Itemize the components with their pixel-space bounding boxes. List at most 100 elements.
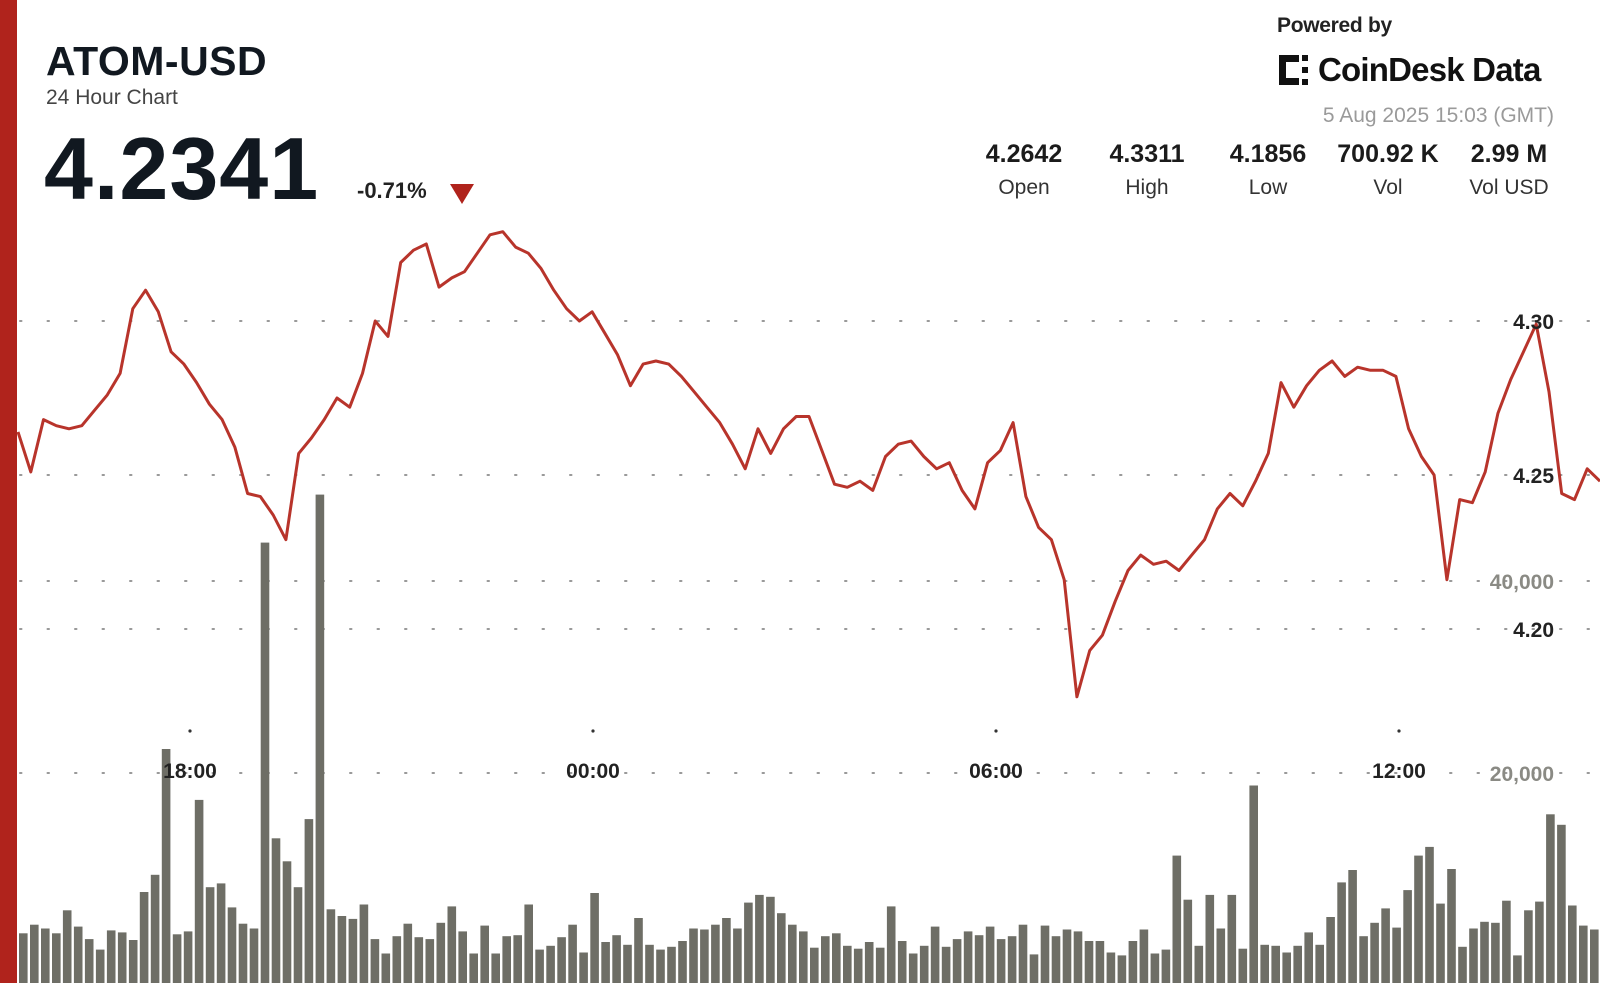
x-tick-mark	[591, 729, 595, 733]
current-price: 4.2341	[44, 119, 320, 218]
volume-bar	[853, 948, 863, 983]
volume-bar	[62, 910, 72, 983]
price-tick-label: 4.25	[1513, 465, 1554, 488]
volume-bar	[1161, 949, 1171, 983]
volume-bar	[843, 945, 852, 983]
x-tick-label: 06:00	[969, 760, 1023, 783]
volume-bar	[1073, 931, 1083, 983]
volume-bar	[919, 945, 929, 983]
volume-bar	[711, 924, 720, 983]
volume-bar	[974, 935, 984, 983]
stat-vol-usd: 2.99 M Vol USD	[1449, 140, 1569, 200]
volume-bar	[1282, 952, 1291, 983]
volume-bar	[689, 928, 698, 983]
stat-label: Low	[1248, 176, 1288, 199]
volume-bar	[1590, 929, 1599, 983]
volume-bar	[216, 883, 226, 983]
chart-subtitle: 24 Hour Chart	[46, 86, 178, 109]
volume-bar	[634, 918, 643, 983]
volume-bar	[601, 942, 610, 983]
price-area	[18, 231, 1600, 983]
volume-bar	[1271, 945, 1280, 983]
volume-bar	[1436, 903, 1445, 983]
volume-tick-label: 20,000	[1490, 763, 1554, 786]
volume-bar	[1326, 917, 1335, 983]
volume-bar	[1392, 927, 1401, 983]
volume-bar	[1458, 946, 1467, 983]
volume-bar	[106, 930, 116, 983]
volume-bar	[1381, 908, 1390, 983]
x-tick-mark	[188, 729, 192, 733]
volume-bar	[128, 940, 138, 983]
stat-vol: 700.92 K Vol	[1328, 140, 1448, 200]
volume-bar	[403, 923, 413, 983]
price-tick-label: 4.30	[1513, 311, 1554, 334]
volume-bar	[799, 931, 808, 983]
volume-bar	[293, 887, 303, 983]
volume-bar	[667, 946, 676, 983]
volume-bar	[678, 941, 687, 983]
volume-tick-label: 40,000	[1490, 571, 1554, 594]
volume-bar	[535, 949, 544, 983]
powered-by-label: Powered by	[1277, 14, 1392, 37]
volume-bar	[1183, 899, 1193, 983]
volume-bar	[579, 952, 588, 983]
volume-bar	[480, 925, 489, 983]
volume-bar	[1106, 952, 1116, 983]
volume-bar	[52, 933, 61, 983]
volume-bar	[392, 936, 402, 983]
down-arrow-icon	[450, 184, 474, 204]
volume-bar	[557, 937, 566, 983]
volume-bar	[1546, 814, 1555, 983]
brand-name: CoinDesk Data	[1318, 51, 1541, 88]
volume-bar	[1524, 910, 1533, 983]
volume-bar	[260, 542, 270, 983]
volume-bar	[271, 838, 281, 983]
coindesk-logo: CoinDesk Data	[1276, 50, 1541, 90]
volume-bar	[1029, 954, 1039, 983]
x-tick-mark	[1397, 729, 1401, 733]
volume-bar	[436, 922, 446, 983]
volume-bar	[623, 944, 632, 983]
volume-bar	[194, 799, 204, 983]
volume-bar	[150, 874, 160, 983]
volume-bar	[788, 924, 797, 983]
volume-bar	[41, 928, 50, 983]
volume-bar	[1370, 922, 1379, 983]
stat-open: 4.2642 Open	[964, 140, 1084, 200]
volume-bar	[1304, 932, 1313, 983]
volume-bar	[722, 918, 731, 983]
volume-bar	[1425, 846, 1434, 983]
volume-bar	[1359, 936, 1368, 983]
volume-bar	[985, 926, 995, 983]
volume-bar	[1557, 824, 1566, 983]
volume-bar	[1491, 922, 1500, 983]
volume-bar	[249, 928, 259, 983]
volume-bar	[1040, 925, 1050, 983]
volume-bar	[1414, 855, 1423, 983]
volume-bar	[359, 904, 369, 983]
volume-bar	[766, 896, 775, 983]
stat-low: 4.1856 Low	[1208, 140, 1328, 200]
stat-value: 4.3311	[1109, 140, 1185, 168]
volume-bar	[348, 918, 358, 983]
volume-bar	[1205, 894, 1215, 983]
volume-bar	[832, 933, 841, 983]
coindesk-mark-icon	[1279, 55, 1308, 85]
volume-bar	[875, 947, 885, 983]
volume-bar	[1018, 924, 1028, 983]
volume-bar	[612, 935, 621, 983]
volume-bar	[941, 946, 951, 983]
volume-bar	[1128, 941, 1138, 983]
timestamp: 5 Aug 2025 15:03 (GMT)	[1322, 104, 1554, 127]
volume-bar	[733, 928, 742, 983]
volume-bar	[864, 942, 874, 983]
stat-high: 4.3311 High	[1087, 140, 1207, 200]
volume-bar	[568, 924, 577, 983]
volume-bar	[1348, 870, 1357, 983]
volume-bar	[755, 894, 764, 983]
volume-bar	[73, 926, 83, 983]
volume-bar	[227, 907, 237, 983]
volume-bar	[908, 953, 918, 983]
pair-title: ATOM-USD	[46, 38, 268, 84]
